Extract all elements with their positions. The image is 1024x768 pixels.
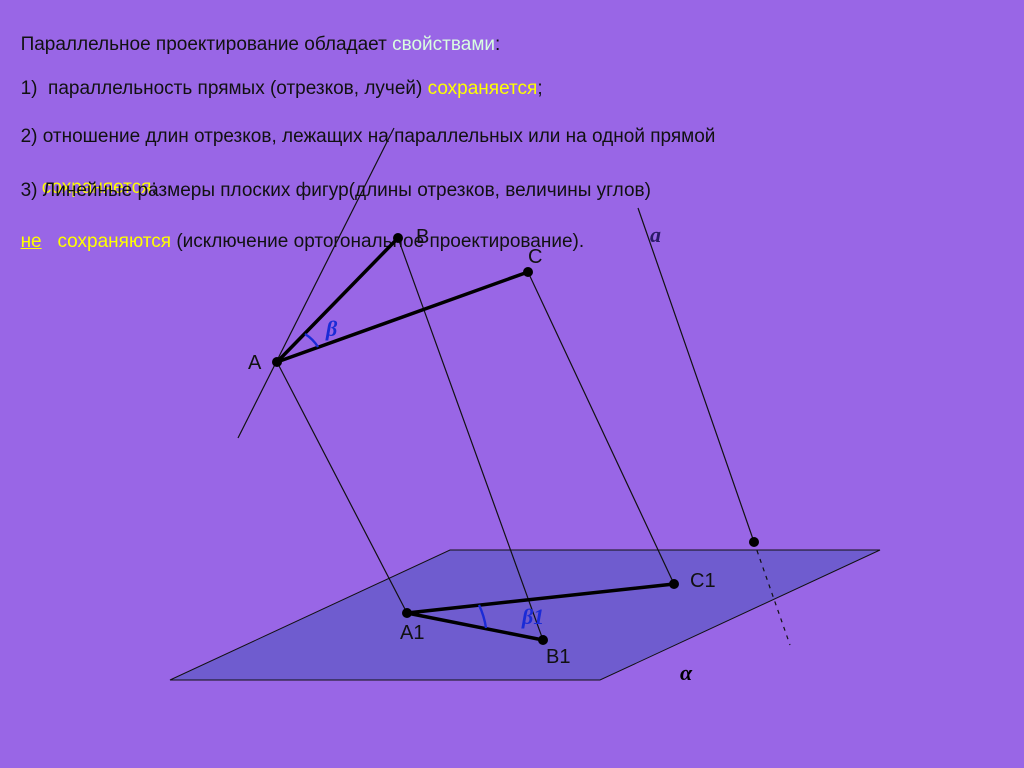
projection-diagram bbox=[0, 0, 1024, 768]
label-line-a: a bbox=[650, 222, 661, 248]
label-a: A bbox=[248, 352, 261, 375]
label-a1: A1 bbox=[400, 622, 424, 645]
label-beta1: β1 bbox=[522, 604, 544, 630]
label-beta: β bbox=[326, 316, 337, 342]
label-alpha: α bbox=[680, 660, 692, 686]
label-b1: B1 bbox=[546, 646, 570, 669]
label-c: C bbox=[528, 246, 542, 269]
angle-beta-arc bbox=[305, 334, 318, 347]
label-c1: C1 bbox=[690, 570, 716, 593]
label-b: B bbox=[416, 226, 429, 249]
